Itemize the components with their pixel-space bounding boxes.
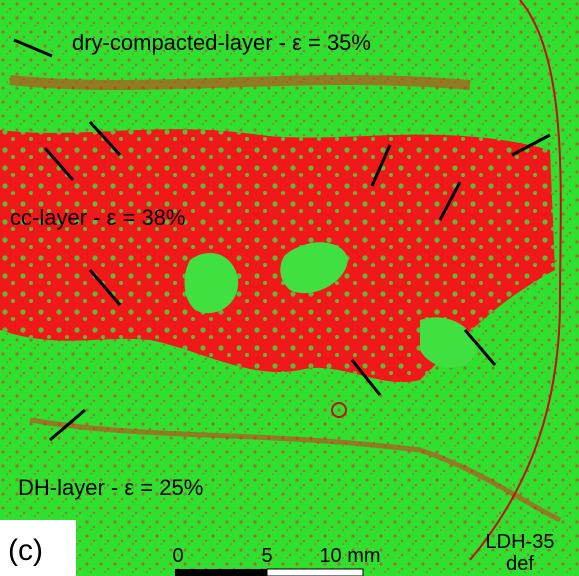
scale-tick-label: 10 mm: [319, 545, 380, 567]
scale-bar-white: [267, 569, 363, 576]
bottom-layer-label: DH-layer - ε = 25%: [18, 475, 203, 500]
panel-label: (c): [8, 534, 43, 567]
crack: [10, 80, 470, 85]
sample-name: LDH-35: [486, 531, 555, 553]
page: dry-compacted-layer - ε = 35% cc-layer -…: [0, 0, 579, 576]
middle-layer-label: cc-layer - ε = 38%: [10, 205, 185, 230]
scale-bar-black: [175, 569, 267, 576]
scale-tick-label: 0: [172, 545, 183, 567]
micrograph: dry-compacted-layer - ε = 35% cc-layer -…: [0, 0, 579, 576]
scale-tick-label: 5: [261, 545, 272, 567]
sample-state: def: [506, 553, 534, 575]
top-layer-label: dry-compacted-layer - ε = 35%: [72, 30, 371, 55]
